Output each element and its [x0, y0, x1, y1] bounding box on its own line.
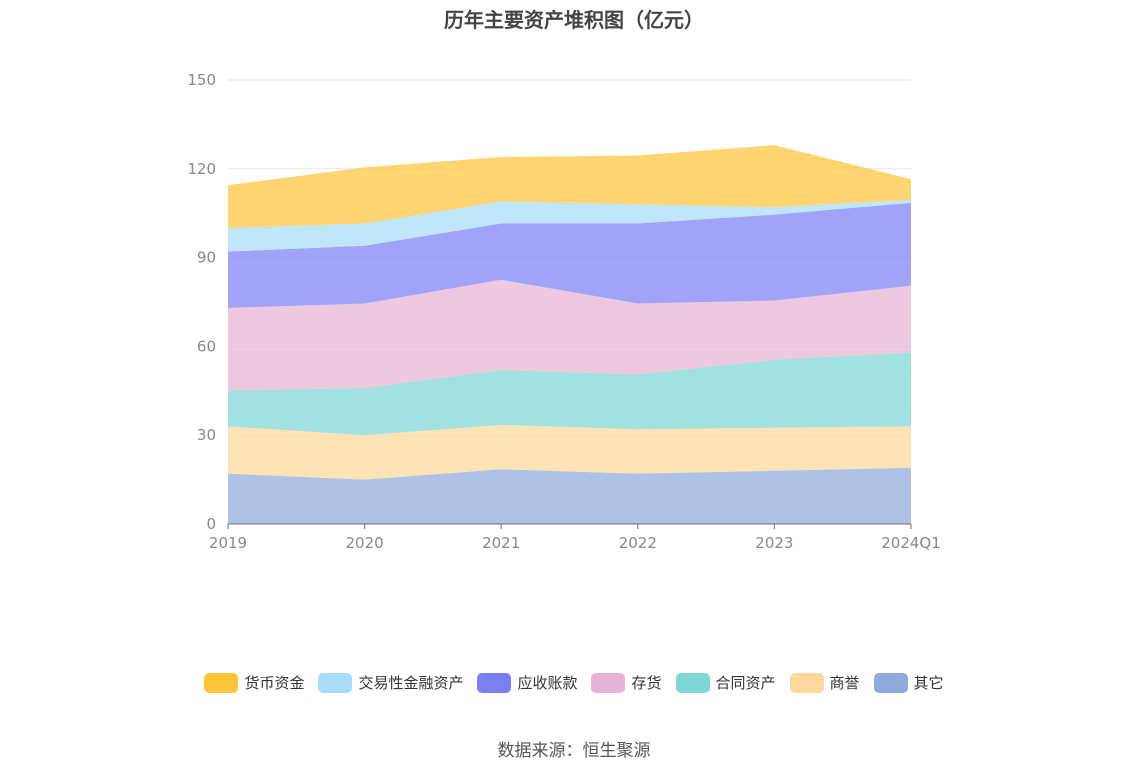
- y-tick-label: 120: [187, 160, 216, 178]
- legend-item-应收账款[interactable]: 应收账款: [477, 672, 577, 693]
- y-tick-label: 90: [197, 249, 216, 267]
- legend-label: 货币资金: [244, 674, 305, 692]
- x-tick-label: 2024Q1: [881, 534, 941, 552]
- data-source-note: 数据来源：恒生聚源: [497, 741, 651, 761]
- x-tick-label: 2023: [755, 534, 793, 552]
- legend-item-其它[interactable]: 其它: [873, 672, 944, 693]
- x-tick-label: 2021: [482, 534, 520, 552]
- stacked-area-chart: 0 30 60 90 120 150 2019 2020 2021 2022 2023 2024Q1: [187, 71, 941, 552]
- legend-item-合同资产[interactable]: 合同资产: [675, 672, 776, 693]
- legend-item-存货[interactable]: 存货: [591, 672, 662, 693]
- legend-label: 商誉: [829, 674, 860, 692]
- legend-item-交易性金融资产[interactable]: 交易性金融资产: [318, 672, 463, 693]
- legend-swatch: [591, 672, 626, 693]
- chart-legend: 货币资金 交易性金融资产 应收账款 存货 合同资产 商誉 其它: [0, 672, 1148, 693]
- legend-swatch: [789, 672, 824, 693]
- area-series-合同资产: [228, 352, 911, 436]
- legend-swatch: [477, 672, 512, 693]
- chart-title: 历年主要资产堆积图（亿元）: [444, 8, 704, 32]
- legend-item-货币资金[interactable]: 货币资金: [204, 672, 304, 693]
- area-series-交易性金融资产: [228, 199, 911, 252]
- area-series-商誉: [228, 424, 911, 480]
- legend-swatch: [873, 672, 908, 693]
- y-tick-label: 30: [197, 426, 216, 444]
- legend-swatch: [318, 672, 353, 693]
- x-tick-label: 2022: [619, 534, 657, 552]
- legend-label: 存货: [631, 674, 662, 692]
- x-tick-label: 2020: [346, 534, 384, 552]
- legend-label: 其它: [913, 674, 944, 692]
- area-series-其它: [228, 467, 911, 524]
- area-series-存货: [228, 279, 911, 391]
- legend-label: 合同资产: [715, 674, 776, 692]
- y-tick-label: 0: [206, 515, 216, 533]
- y-tick-label: 60: [197, 337, 216, 355]
- area-series-应收账款: [228, 202, 911, 308]
- area-series-货币资金: [228, 145, 911, 228]
- legend-swatch: [675, 672, 710, 693]
- legend-label: 应收账款: [517, 674, 578, 692]
- legend-swatch: [204, 672, 239, 693]
- y-tick-label: 150: [187, 71, 216, 89]
- legend-item-商誉[interactable]: 商誉: [789, 672, 860, 693]
- legend-label: 交易性金融资产: [358, 674, 464, 692]
- x-tick-label: 2019: [209, 534, 247, 552]
